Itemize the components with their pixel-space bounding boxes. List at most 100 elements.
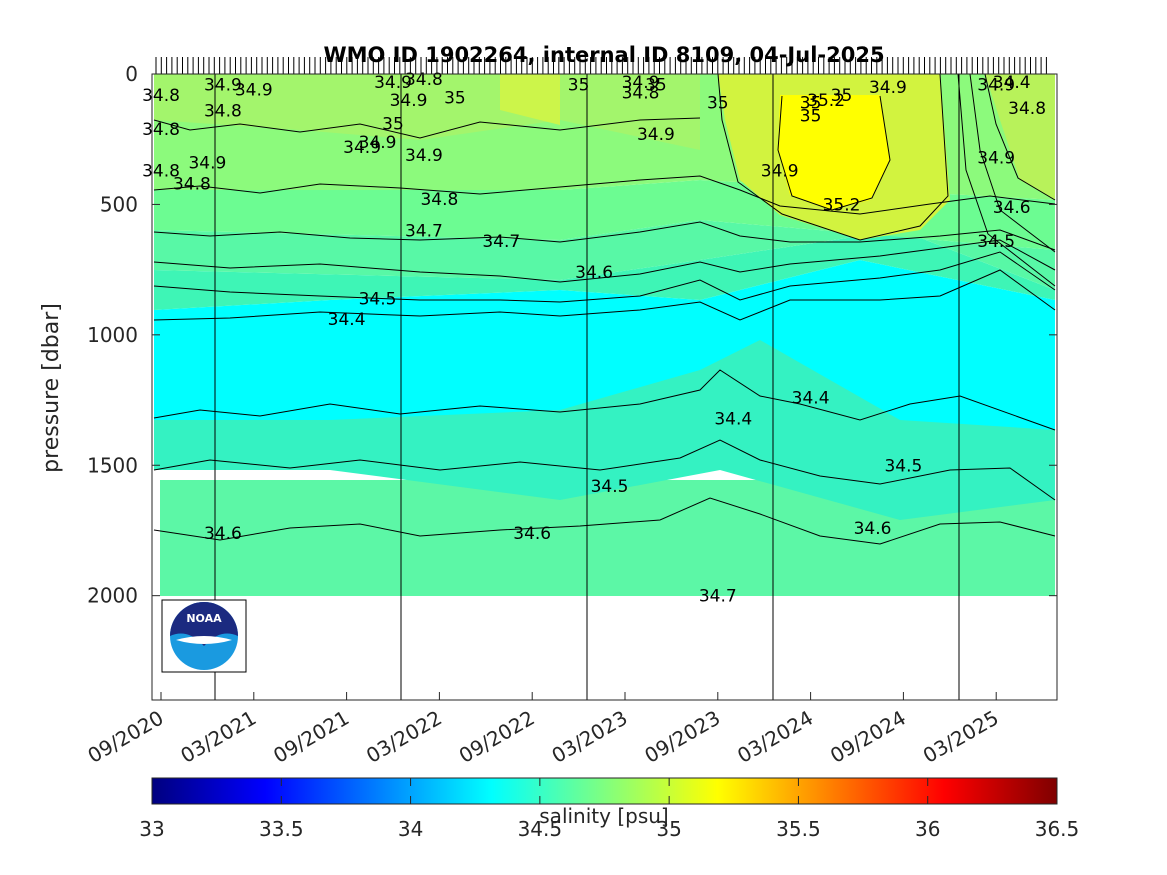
contour-label: 34.9: [204, 75, 242, 95]
contour-east-a: [984, 74, 1056, 201]
contour-label: 34.9: [977, 149, 1015, 169]
contour-label: 34.9: [869, 78, 907, 98]
contour-label: 34.6: [204, 524, 242, 544]
contour-label: 34.6: [575, 263, 613, 283]
colorbar-tick-label: 36.5: [1035, 817, 1080, 841]
contour-east-b: [969, 74, 1056, 253]
plot-frame: [151, 73, 1058, 701]
logo-text: NOAA: [186, 612, 222, 625]
contour-label: 34.9: [359, 133, 397, 153]
contour-label: 34.5: [591, 477, 629, 497]
contour-label: 34.5: [359, 289, 397, 309]
contour-label: 34.7: [482, 232, 520, 252]
y-axis: 0 500 1000 1500 2000: [87, 62, 1057, 608]
contour-label: 34.5: [884, 456, 922, 476]
band-34-9: [154, 74, 700, 150]
band-34-6-upper: [154, 220, 1055, 290]
no-data-region: [152, 596, 1057, 700]
contour-34-4-lower: [153, 369, 1056, 431]
y-tick-label: 1000: [87, 323, 138, 347]
contour-label: 35: [800, 94, 822, 114]
logo-gull: [176, 636, 232, 644]
x-tick-label: 09/2024: [826, 706, 910, 768]
x-tick-label: 09/2023: [640, 706, 724, 768]
contour-34-7: [153, 221, 1056, 251]
contour-label: 34.9: [761, 162, 799, 182]
contour-34-5-upper: [153, 251, 1056, 303]
contour-label: 34.8: [173, 175, 211, 195]
x-tick-label: 03/2021: [176, 706, 260, 768]
colorbar-tick-label: 33: [139, 817, 164, 841]
contour-label: 35.2: [823, 195, 861, 215]
colorbar: 33 33.5 34 34.5 35 35.5 36 36.5 salinity [psu]: [139, 777, 1079, 841]
contour-label: 34.8: [622, 83, 660, 103]
y-tick-label: 1500: [87, 453, 138, 477]
contour-label: 35: [444, 89, 466, 109]
colorbar-tick-label: 35: [656, 817, 681, 841]
x-tick-label: 09/2020: [84, 706, 168, 768]
contour-label: 34.4: [993, 73, 1031, 93]
y-axis-label: pressure [dbar]: [39, 303, 64, 473]
contour-34-4-upper: [153, 269, 1056, 321]
x-tick-label: 03/2025: [919, 706, 1003, 768]
contour-east-c: [957, 74, 1056, 287]
contour-label: 35: [800, 107, 822, 127]
contour-34-6-upper: [153, 239, 1056, 283]
band-34-4-core: [154, 260, 1055, 430]
contour-label: 35: [568, 75, 590, 95]
y-tick-label: 500: [100, 192, 138, 216]
y-tick-label: 0: [125, 62, 138, 86]
contour-label: 34.4: [714, 409, 752, 429]
band-34-5-upper: [154, 230, 1055, 310]
contour-label: 34.8: [1008, 99, 1046, 119]
contour-label: 34.8: [142, 86, 180, 106]
contour-34-6-lower: [153, 497, 1056, 545]
contour-label: 34.8: [204, 102, 242, 122]
contour-label: 34.8: [142, 120, 180, 140]
contour-label: 34.5: [977, 232, 1015, 252]
contour-label: 34.9: [188, 154, 226, 174]
contour-label: 34.9: [637, 125, 675, 145]
colorbar-label: salinity [psu]: [539, 804, 668, 828]
x-tick-label: 03/2022: [362, 706, 446, 768]
year-separators: [214, 74, 960, 700]
x-tick-label: 09/2022: [455, 706, 539, 768]
profile-ticks: [155, 57, 1047, 74]
contour-label: 35: [382, 115, 404, 135]
contour-label: 34.6: [513, 524, 551, 544]
contour-label: 34.9: [390, 91, 428, 111]
contour-label: 34.8: [420, 190, 458, 210]
colorbar-tick-label: 34: [398, 817, 423, 841]
contour-35-2-eddy: [777, 95, 891, 211]
contour-label: 35.2: [807, 91, 845, 111]
salinity-field: [152, 74, 1057, 700]
contour-label: 34.9: [235, 81, 273, 101]
contour-34-8: [153, 175, 1056, 215]
contour-label: 34.9: [977, 75, 1015, 95]
colorbar-ticks: 33 33.5 34 34.5 35 35.5 36 36.5: [139, 778, 1079, 841]
contour-label: 35: [707, 94, 729, 114]
band-35-surface: [500, 74, 560, 125]
chart-title: WMO ID 1902264, internal ID 8109, 04-Jul…: [323, 43, 884, 67]
colorbar-tick-label: 36: [915, 817, 940, 841]
x-tick-label: 09/2021: [269, 706, 353, 768]
contour-label: 34.7: [699, 587, 737, 607]
contour-label: 34.8: [405, 70, 443, 90]
colorbar-gradient: [151, 777, 1058, 805]
band-east-high: [985, 74, 1055, 200]
contour-label: 35: [645, 75, 667, 95]
contour-labels: 34.834.934.934.834.834.8 34.934.834.934.8…: [142, 70, 1046, 607]
x-axis: 09/2020 03/2021 09/2021 03/2022 09/2022 03/20…: [84, 692, 1003, 768]
contour-label: 35: [831, 86, 853, 106]
contour-label: 34.4: [328, 310, 366, 330]
x-tick-label: 03/2024: [733, 706, 817, 768]
contour-label: 34.6: [993, 198, 1031, 218]
band-35-2-eddy-core: [778, 95, 890, 210]
logo-top-half: [170, 602, 238, 646]
colorbar-tick-label: 34.5: [518, 817, 563, 841]
y-tick-label: 2000: [87, 584, 138, 608]
contour-35-eddy: [717, 74, 949, 241]
contour-34-5-lower: [153, 439, 1056, 501]
contour-label: 34.9: [405, 146, 443, 166]
